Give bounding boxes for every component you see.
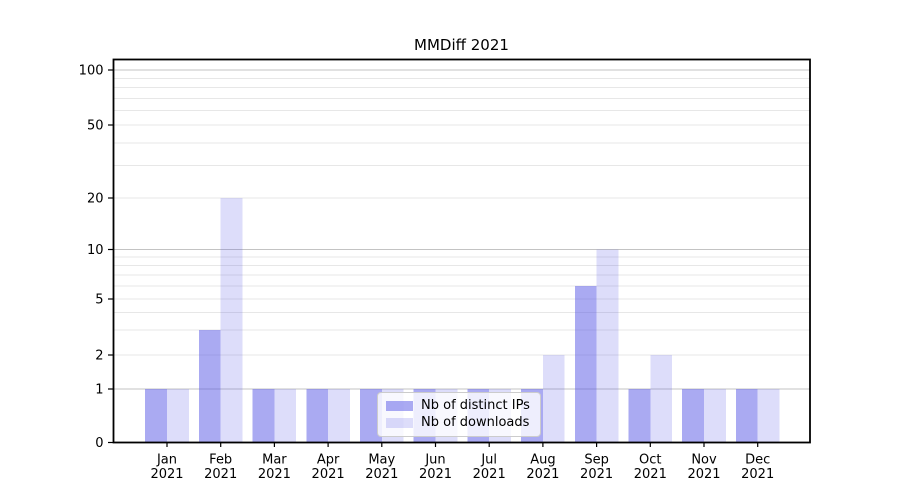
bar-distinct-ips-oct [628,389,651,443]
x-tick-label-year: 2021 [150,467,183,482]
x-tick-label-year: 2021 [312,467,345,482]
x-tick-label-month: May [368,453,395,468]
x-tick-label-month: Jun [424,453,445,468]
x-tick-label-year: 2021 [634,467,667,482]
legend-item-downloads: Nb of downloads [386,415,531,431]
legend-swatch-downloads [386,418,413,428]
plot-frame [112,58,811,444]
chart-title: MMDiff 2021 [414,36,509,54]
y-tick-label: 1 [95,383,103,398]
legend-label-distinct-ips: Nb of distinct IPs [421,398,530,413]
bar-distinct-ips-may [360,389,382,443]
y-tick-label: 100 [79,64,104,79]
x-tick-label-month: Dec [745,453,770,468]
x-tick-label-year: 2021 [741,467,774,482]
x-tick-label-year: 2021 [204,467,237,482]
x-tick-label-year: 2021 [365,467,398,482]
x-tick-label-month: Oct [639,453,661,468]
x-tick-label-month: Jul [480,453,497,468]
x-tick-label-month: Jan [156,453,177,468]
x-tick-label-month: Sep [584,453,609,468]
x-tick-label-month: Apr [317,453,340,468]
bar-downloads-sep [596,249,619,443]
bar-downloads-feb [220,198,243,443]
x-tick-label-year: 2021 [258,467,291,482]
bar-downloads-aug [542,355,565,443]
y-tick-label: 0 [95,436,103,451]
y-tick-label: 2 [95,349,103,364]
y-tick-label: 5 [95,293,103,308]
legend-item-distinct-ips: Nb of distinct IPs [386,398,531,414]
bar-downloads-jan [167,389,189,443]
legend-swatch-distinct-ips [386,401,413,411]
bar-distinct-ips-mar [252,389,275,443]
bar-downloads-nov [704,389,726,443]
bar-downloads-apr [328,389,350,443]
chart-legend: Nb of distinct IPs Nb of downloads [377,392,541,437]
x-tick-label-month: Nov [691,453,717,468]
y-tick-label: 50 [87,119,104,134]
x-tick-label-year: 2021 [580,467,613,482]
x-tick-label-year: 2021 [419,467,452,482]
legend-label-downloads: Nb of downloads [421,415,530,430]
x-tick-label-month: Aug [530,453,555,468]
bar-distinct-ips-feb [198,330,221,443]
y-tick-label: 10 [87,243,104,258]
x-tick-label-year: 2021 [473,467,506,482]
bar-distinct-ips-sep [574,285,597,443]
x-tick-label-month: Feb [209,453,232,468]
x-tick-label-month: Mar [262,453,287,468]
x-tick-label-year: 2021 [687,467,720,482]
x-tick-label-year: 2021 [526,467,559,482]
y-tick-label: 20 [87,192,104,207]
bar-distinct-ips-dec [735,389,758,443]
bar-downloads-dec [757,389,780,443]
bar-distinct-ips-apr [306,389,329,443]
bar-downloads-mar [274,389,297,443]
bar-distinct-ips-jan [145,389,167,443]
bar-distinct-ips-nov [682,389,704,443]
bar-downloads-oct [650,355,673,443]
